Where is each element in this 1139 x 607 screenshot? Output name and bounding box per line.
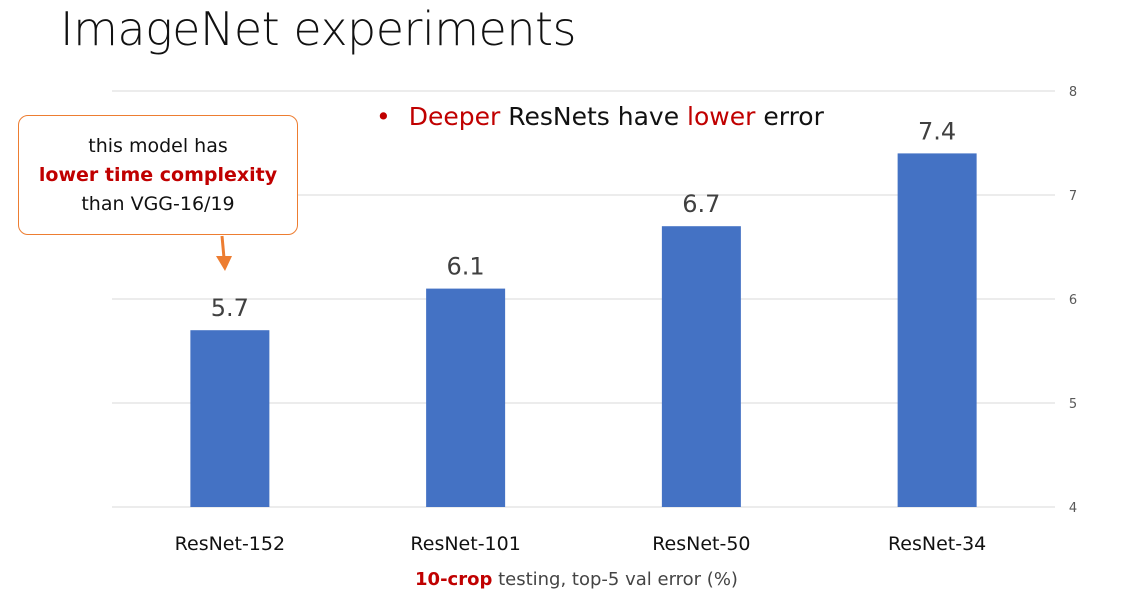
callout-arrowhead-icon [216, 256, 232, 271]
bar-resnet-101 [426, 288, 506, 507]
callout-box: this model has lower time complexity tha… [18, 115, 298, 235]
bullet-word-deeper: Deeper [408, 102, 501, 131]
bullet-point: • Deeper ResNets have lower error [376, 102, 824, 131]
category-label: ResNet-34 [888, 533, 986, 555]
bullet-text-end: error [755, 102, 824, 131]
category-label: ResNet-50 [652, 533, 750, 555]
callout-line-1: this model has [88, 135, 228, 157]
bullet-text: ResNets have [500, 102, 688, 131]
category-label: ResNet-152 [175, 533, 285, 555]
data-label: 5.7 [211, 294, 249, 322]
y-tick-label: 7 [1069, 189, 1077, 204]
data-label: 7.4 [918, 117, 956, 145]
callout-line-3: than VGG-16/19 [81, 193, 235, 215]
y-tick-label: 6 [1069, 293, 1077, 308]
data-label: 6.1 [447, 253, 485, 281]
y-tick-label: 5 [1069, 397, 1077, 412]
bar-resnet-152 [190, 330, 270, 507]
bar-resnet-34 [897, 153, 977, 507]
bullet-word-lower: lower [687, 102, 756, 131]
data-label: 6.7 [682, 190, 720, 218]
bullet-dot-icon: • [376, 102, 391, 131]
bar-resnet-50 [661, 226, 741, 507]
category-label: ResNet-101 [410, 533, 520, 555]
callout-arrow-icon [220, 235, 226, 259]
callout-line-2: lower time complexity [38, 164, 278, 186]
x-axis-label-text: testing, top-5 val error (%) [492, 569, 738, 590]
x-axis-label-highlight: 10-crop [415, 569, 493, 590]
x-axis-label: 10-crop testing, top-5 val error (%) [0, 569, 1139, 590]
slide-title: ImageNet experiments [60, 2, 577, 56]
y-tick-label: 8 [1069, 85, 1077, 100]
y-tick-label: 4 [1069, 501, 1077, 516]
